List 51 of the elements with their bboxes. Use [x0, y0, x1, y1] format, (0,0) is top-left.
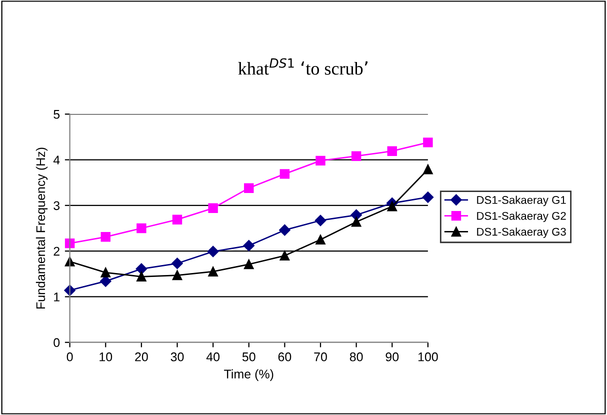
y-tick-label: 1: [54, 292, 60, 302]
point: [280, 250, 290, 260]
point: [208, 266, 218, 276]
point: [387, 201, 397, 212]
point: [172, 270, 182, 280]
legend-label: DS1-Sakaeray G3: [477, 228, 566, 238]
point: [244, 259, 254, 270]
point: [351, 216, 362, 227]
point: [207, 246, 219, 258]
point: [423, 164, 433, 174]
x-tick-label: 60: [278, 352, 292, 362]
point: [208, 203, 218, 214]
x-tick-label: 10: [100, 352, 112, 362]
point: [351, 151, 362, 161]
legend-label: DS1-Sakaeray G1: [477, 196, 566, 206]
x-tick-label: 50: [242, 352, 256, 362]
point: [316, 156, 326, 166]
x-tick-label: 100: [418, 352, 438, 362]
point: [172, 214, 182, 224]
point: [314, 214, 326, 226]
x-tick-label: 0: [66, 352, 73, 362]
point: [100, 276, 112, 287]
x-tick-label: 20: [135, 352, 148, 362]
legend-label: DS1-Sakaeray G2: [477, 212, 566, 222]
y-axis-title: Fundamental Frequency (Hz): [36, 148, 48, 308]
point: [423, 138, 433, 148]
point: [136, 272, 146, 282]
point: [100, 232, 110, 242]
y-tick-label: 3: [54, 201, 60, 210]
y-tick-label: 2: [54, 246, 60, 256]
point: [422, 192, 434, 203]
y-tick-label: 0: [54, 338, 60, 348]
point: [280, 169, 290, 179]
y-tick-label: 5: [54, 110, 60, 119]
point: [136, 223, 146, 234]
point: [387, 146, 397, 156]
y-tick-label: 4: [53, 156, 60, 164]
point: [279, 224, 290, 236]
point: [172, 258, 183, 270]
point: [243, 240, 254, 252]
x-tick-label: 30: [170, 352, 184, 362]
x-tick-label: 70: [314, 352, 327, 362]
point: [136, 263, 148, 274]
chart-title: khat$^{DS1}$ ‘to scrub’: [238, 58, 368, 75]
point: [316, 234, 326, 245]
x-axis-title: Time (%): [224, 369, 274, 381]
point: [244, 183, 254, 193]
x-tick-label: 40: [206, 352, 220, 362]
x-tick-label: 80: [350, 352, 363, 362]
x-tick-label: 90: [386, 352, 399, 362]
point: [100, 268, 110, 278]
